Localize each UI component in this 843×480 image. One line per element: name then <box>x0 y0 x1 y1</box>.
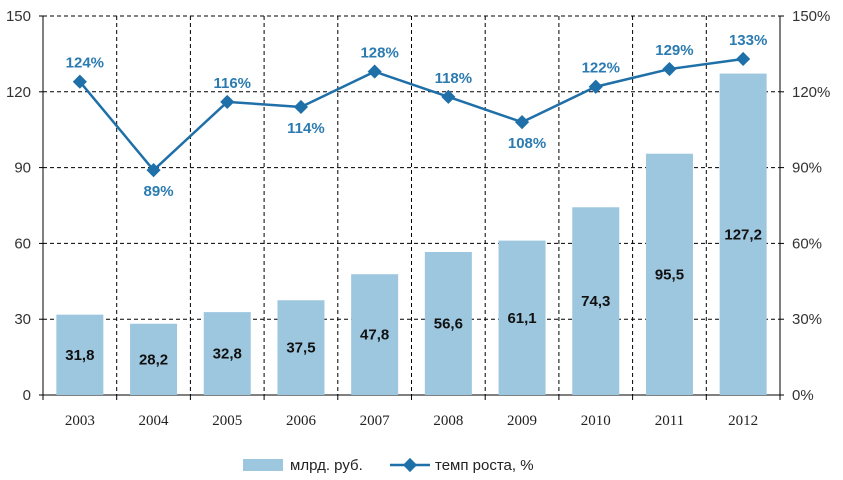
x-tick-label: 2007 <box>360 413 391 429</box>
line-value-label: 129% <box>655 42 693 59</box>
bar-value-label: 37,5 <box>286 340 315 357</box>
x-tick-label: 2011 <box>655 413 684 429</box>
bar <box>351 274 399 395</box>
x-axis: 2003 2004 2005 2006 2007 2008 2009 2010 2011 2012 <box>65 413 758 429</box>
bar-labels: 31,8 28,2 32,8 37,5 47,8 56,6 61,1 74,3 95,5 127,… <box>65 226 762 368</box>
x-tick-label: 2009 <box>507 413 537 429</box>
bar-value-label: 28,2 <box>139 351 168 368</box>
y-tick-label-left: 30 <box>14 311 31 328</box>
bar <box>424 251 472 395</box>
bar <box>572 207 620 395</box>
y-tick-label-right: 30% <box>792 311 822 328</box>
y-tick-label-left: 90 <box>14 160 31 177</box>
bar-value-label: 32,8 <box>213 346 242 363</box>
y-tick-label-right: 90% <box>792 160 822 177</box>
legend-label-bars: млрд. руб. <box>290 457 363 474</box>
line-value-label: 114% <box>287 120 325 137</box>
bar-value-label: 47,8 <box>360 327 389 344</box>
legend-marker <box>402 457 418 473</box>
line-value-label: 124% <box>66 55 104 72</box>
line-point-marker <box>588 79 603 94</box>
line-value-label: 89% <box>144 183 174 200</box>
grid <box>39 15 784 400</box>
bar-value-label: 61,1 <box>507 310 536 327</box>
line-series <box>72 51 751 178</box>
bar-value-label: 56,6 <box>434 315 463 332</box>
line-value-label: 116% <box>213 75 251 92</box>
legend: млрд. руб. темп роста, % <box>243 457 534 474</box>
legend-swatch-bars <box>243 459 283 471</box>
bar <box>277 300 325 395</box>
line-value-label: 128% <box>360 45 398 62</box>
legend-label-line: темп роста, % <box>435 457 534 474</box>
line-point-marker <box>736 51 751 67</box>
y-tick-label-right: 150% <box>792 8 830 25</box>
bar <box>645 153 693 395</box>
y-axis-left: 0 30 60 90 120 150 <box>6 8 31 404</box>
point-labels: 124% 89% 116% 114% 128% 118% 108% 122% 129% 133% <box>66 32 768 200</box>
y-tick-label-left: 60 <box>14 235 31 252</box>
bar <box>498 240 546 395</box>
line-point-marker <box>441 89 456 104</box>
bar-value-label: 95,5 <box>655 266 684 283</box>
y-tick-label-right: 120% <box>792 84 830 101</box>
y-tick-label-left: 120 <box>6 84 31 101</box>
bar-value-label: 74,3 <box>581 293 610 310</box>
x-tick-label: 2010 <box>581 413 611 429</box>
bar <box>130 323 178 395</box>
line-point-marker <box>367 64 382 79</box>
x-tick-label: 2004 <box>139 413 170 429</box>
bar-value-label: 31,8 <box>65 347 94 364</box>
line-value-label: 108% <box>508 135 546 152</box>
y-tick-label-right: 0% <box>792 387 814 404</box>
bar-value-label: 127,2 <box>724 226 762 243</box>
x-tick-label: 2006 <box>286 413 317 429</box>
bar <box>719 73 767 395</box>
line-value-label: 118% <box>435 70 473 87</box>
line-point-marker <box>146 163 161 178</box>
line-point-marker <box>293 99 309 115</box>
x-tick-label: 2003 <box>65 413 95 429</box>
y-tick-label-left: 150 <box>6 8 31 25</box>
x-tick-label: 2012 <box>728 413 758 429</box>
line-value-label: 122% <box>582 60 620 77</box>
bar <box>56 314 104 395</box>
line-point-marker <box>514 115 530 130</box>
x-tick-label: 2005 <box>212 413 242 429</box>
line-point-marker <box>662 61 677 77</box>
y-tick-label-right: 60% <box>792 235 822 252</box>
y-tick-label-left: 0 <box>23 387 31 404</box>
x-tick-label: 2008 <box>433 413 463 429</box>
growth-line <box>78 57 744 172</box>
bar <box>203 312 251 395</box>
line-value-label: 133% <box>729 32 767 49</box>
bar-series <box>56 73 767 395</box>
y-axis-right: 0% 30% 60% 90% 120% 150% <box>792 8 830 404</box>
